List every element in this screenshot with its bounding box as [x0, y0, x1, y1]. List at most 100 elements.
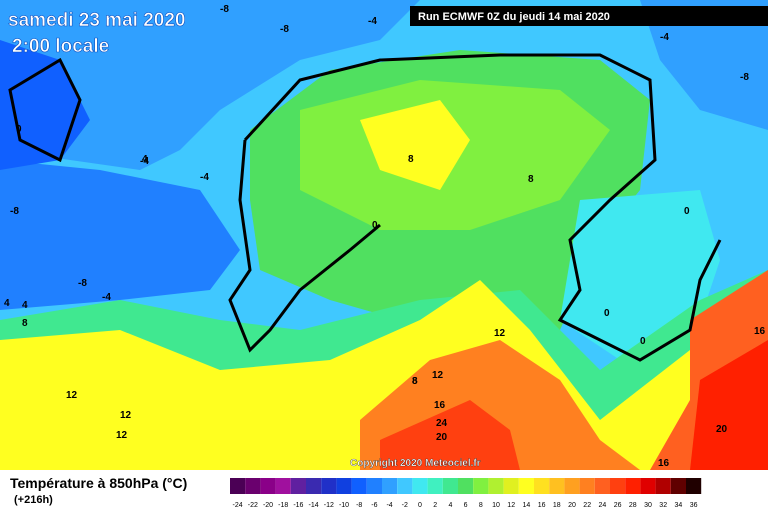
contour-label: -8	[78, 278, 87, 289]
scale-label: 28	[629, 502, 637, 509]
scale-cell	[290, 478, 306, 494]
legend-title: Température à 850hPa (°C)	[10, 475, 187, 491]
scale-cell	[610, 478, 626, 494]
scale-cell	[549, 478, 565, 494]
contour-label: 16	[658, 458, 670, 469]
scale-label: 18	[553, 502, 561, 509]
contour-label: 24	[436, 418, 448, 429]
scale-label: -4	[386, 502, 392, 509]
run-info: Run ECMWF 0Z du jeudi 14 mai 2020	[418, 11, 610, 23]
contour-label: 20	[716, 424, 728, 435]
scale-label: -16	[293, 502, 303, 509]
scale-label: -18	[278, 502, 288, 509]
scale-cell	[321, 478, 337, 494]
scale-cell	[230, 478, 246, 494]
scale-cell	[427, 478, 443, 494]
contour-label: 20	[436, 432, 448, 443]
contour-label: 0	[372, 220, 378, 231]
scale-label: 6	[464, 502, 468, 509]
scale-cell	[655, 478, 671, 494]
scale-label: -22	[248, 502, 258, 509]
scale-cell	[442, 478, 458, 494]
scale-cell	[412, 478, 428, 494]
contour-label: 8	[408, 154, 414, 165]
scale-label: -10	[339, 502, 349, 509]
contour-label: -8	[740, 72, 749, 83]
scale-cell	[336, 478, 352, 494]
scale-cell	[260, 478, 276, 494]
scale-label: 20	[568, 502, 576, 509]
contour-label: 8	[528, 174, 534, 185]
scale-label: 24	[599, 502, 607, 509]
scale-label: -20	[263, 502, 273, 509]
contour-label: 8	[22, 318, 28, 329]
legend-subtitle: (+216h)	[14, 494, 53, 506]
run-box	[410, 6, 768, 26]
contour-label: 12	[66, 390, 78, 401]
contour-label: -4	[140, 156, 149, 167]
scale-label: 14	[523, 502, 531, 509]
contour-label: 12	[120, 410, 132, 421]
contour-label: 0	[684, 206, 690, 217]
scale-cell	[518, 478, 534, 494]
contour-label: 8	[412, 376, 418, 387]
color-scale: -24 -22 -20 -18 -16 -14 -12 -10 -8 -6 -4 -2 0 2 4 6 8 10 1…	[230, 478, 702, 509]
scale-cell	[640, 478, 656, 494]
scale-cell	[366, 478, 382, 494]
scale-cell	[488, 478, 504, 494]
map-time: 2:00 locale	[12, 36, 109, 57]
scale-label: 4	[448, 502, 452, 509]
scale-label: 26	[614, 502, 622, 509]
scale-cell	[382, 478, 398, 494]
scale-cell	[458, 478, 474, 494]
contour-label: -8	[220, 4, 229, 15]
scale-cell	[534, 478, 550, 494]
zero-isotherm	[8, 53, 722, 362]
contour-label: 12	[116, 430, 128, 441]
scale-label: 8	[479, 502, 483, 509]
scale-label: 16	[538, 502, 546, 509]
contour-label: -4	[102, 292, 111, 303]
scale-cell	[306, 478, 322, 494]
scale-cell	[351, 478, 367, 494]
scale-label: 10	[492, 502, 500, 509]
scale-label: -24	[233, 502, 243, 509]
contour-label: 16	[754, 326, 766, 337]
map-background	[0, 0, 768, 470]
scale-cell	[686, 478, 702, 494]
contour-label: -8	[10, 206, 19, 217]
contour-label: -4	[200, 172, 209, 183]
scale-cell	[245, 478, 261, 494]
contour-label: 8	[412, 376, 418, 387]
contour-label: 4	[142, 154, 148, 165]
scale-label: 12	[507, 502, 515, 509]
contour-label: -4	[368, 16, 377, 27]
scale-cell	[397, 478, 413, 494]
contour-label: -4	[660, 32, 669, 43]
contour-label: 12	[494, 328, 506, 339]
contour-label: 0	[640, 336, 646, 347]
scale-label: -12	[324, 502, 334, 509]
contour-label: 4	[4, 298, 10, 309]
contour-label: 4	[22, 300, 28, 311]
contour-label: 12	[432, 370, 444, 381]
scale-cell	[473, 478, 489, 494]
scale-cell	[625, 478, 641, 494]
scale-label: 30	[644, 502, 652, 509]
scale-cell	[594, 478, 610, 494]
scale-label: 34	[675, 502, 683, 509]
scale-label: -8	[356, 502, 362, 509]
map-title: samedi 23 mai 2020	[8, 10, 185, 31]
scale-cell	[579, 478, 595, 494]
scale-cell	[503, 478, 519, 494]
scale-label: -14	[309, 502, 319, 509]
scale-label: 32	[659, 502, 667, 509]
scale-label: -6	[371, 502, 377, 509]
contour-label: -8	[280, 24, 289, 35]
copyright: Copyright 2020 Meteociel.fr	[350, 458, 481, 469]
scale-label: 22	[583, 502, 591, 509]
scale-cell	[275, 478, 291, 494]
scale-cell	[564, 478, 580, 494]
scale-cell	[670, 478, 686, 494]
